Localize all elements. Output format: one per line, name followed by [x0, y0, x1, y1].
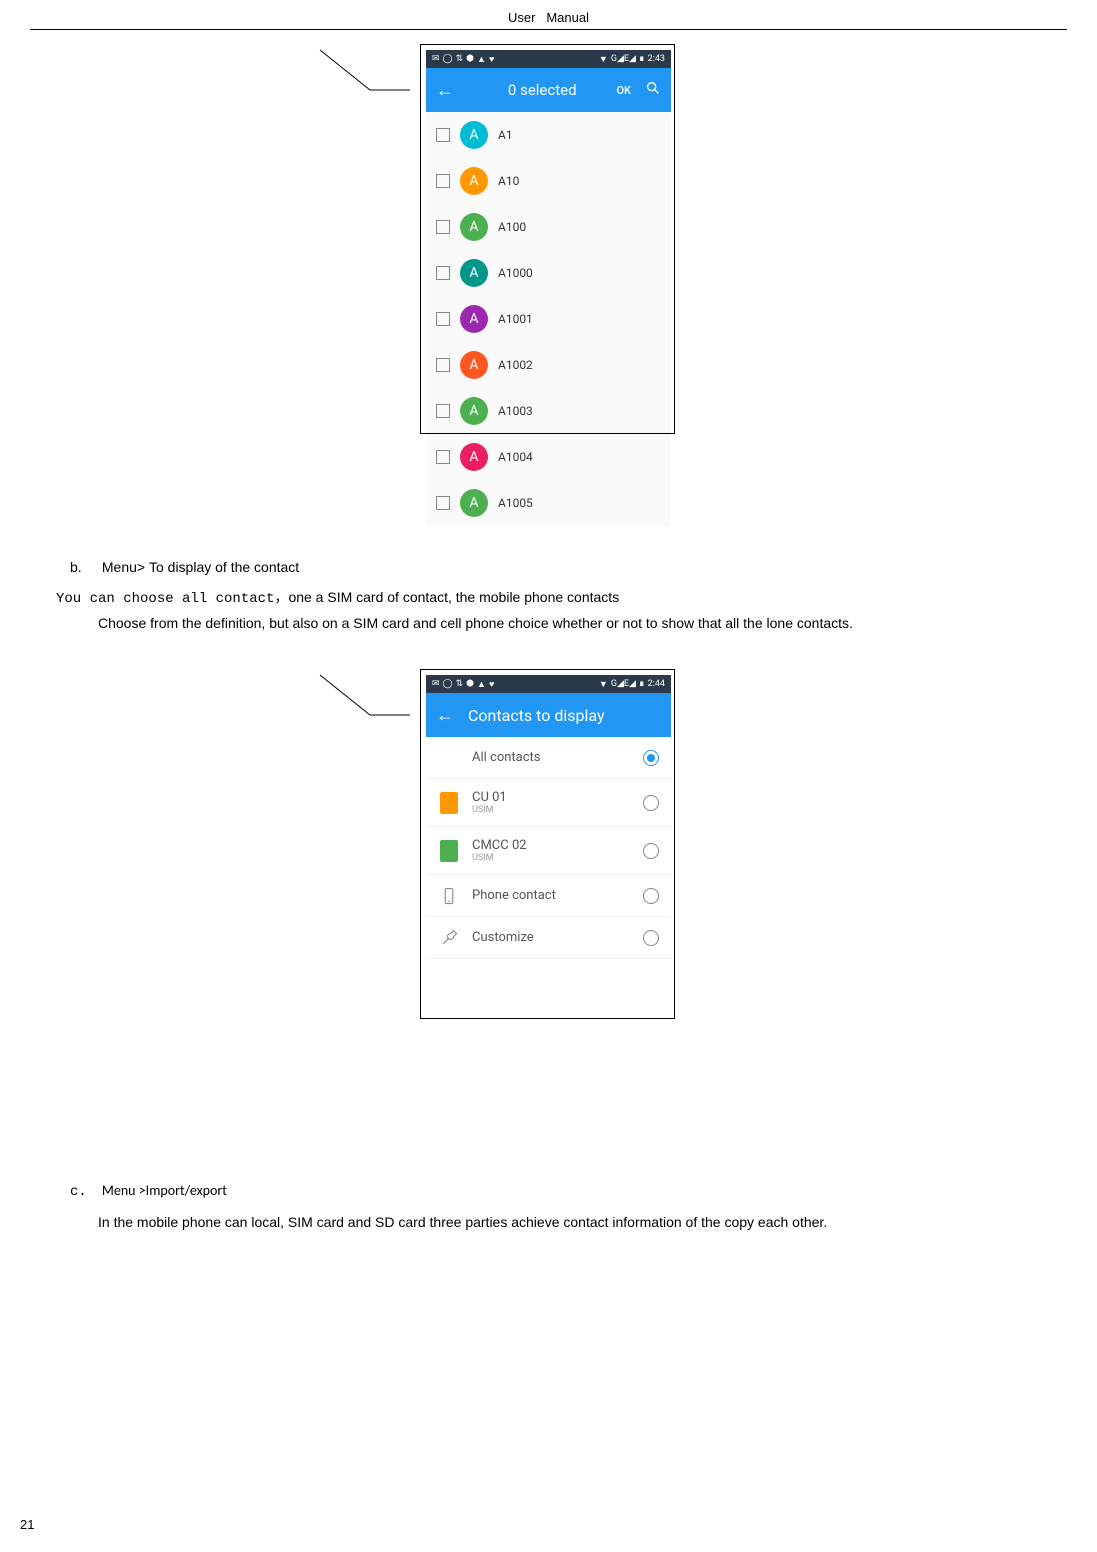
contact-row[interactable]: A A1004 — [426, 434, 671, 480]
checkbox-icon[interactable] — [436, 404, 450, 418]
checkbox-icon[interactable] — [436, 450, 450, 464]
contact-row[interactable]: A A1 — [426, 112, 671, 158]
radio-icon[interactable] — [643, 888, 659, 904]
contact-name: A1000 — [498, 266, 533, 280]
contact-row[interactable]: A A1005 — [426, 480, 671, 526]
contact-name: A1 — [498, 128, 513, 142]
contact-row[interactable]: A A1001 — [426, 296, 671, 342]
status-right-icons: ▼ G◢E◢ ∎ 2:43 — [599, 54, 665, 65]
avatar: A — [460, 305, 488, 333]
app-bar-2: ← Contacts to display — [426, 693, 671, 737]
radio-icon[interactable] — [643, 750, 659, 766]
app-bar-title-1: 0 selected — [468, 81, 616, 99]
callout-line-2 — [310, 665, 410, 745]
wrench-icon — [438, 927, 460, 949]
avatar: A — [460, 259, 488, 287]
section-c-label: c. — [70, 1181, 98, 1205]
option-sublabel: USIM — [472, 853, 643, 863]
contact-row[interactable]: A A1003 — [426, 388, 671, 434]
avatar: A — [460, 213, 488, 241]
phone-screenshot-2: ✉◯⇅⬢▲♥ ▼ G◢E◢ ∎ 2:44 ← Contacts to displ… — [426, 675, 671, 1139]
app-bar-1: ← 0 selected OK — [426, 68, 671, 112]
section-b-title: To display of the contact — [149, 559, 299, 575]
status-network-1: G◢E◢ — [611, 54, 636, 64]
status-bar-2: ✉◯⇅⬢▲♥ ▼ G◢E◢ ∎ 2:44 — [426, 675, 671, 693]
avatar: A — [460, 443, 488, 471]
radio-icon[interactable] — [643, 930, 659, 946]
section-b-line1-mono: You can choose all contact， — [56, 591, 288, 607]
avatar: A — [460, 167, 488, 195]
option-label: Phone contact — [472, 888, 643, 903]
checkbox-icon[interactable] — [436, 266, 450, 280]
status-right-icons-2: ▼ G◢E◢ ∎ 2:44 — [599, 679, 665, 690]
section-c-body: In the mobile phone can local, SIM card … — [98, 1211, 1037, 1235]
avatar: A — [460, 489, 488, 517]
phone-screenshot-1: ✉◯⇅⬢▲♥ ▼ G◢E◢ ∎ 2:43 ← 0 selected OK A A1… — [426, 50, 671, 526]
status-time-2: 2:44 — [648, 679, 665, 689]
status-bar-1: ✉◯⇅⬢▲♥ ▼ G◢E◢ ∎ 2:43 — [426, 50, 671, 68]
avatar: A — [460, 351, 488, 379]
section-b: b. Menu> To display of the contact You c… — [70, 556, 1037, 635]
callout-line-1 — [310, 40, 410, 120]
option-label: CMCC 02USIM — [472, 838, 643, 863]
option-label: Customize — [472, 930, 643, 945]
sim-icon — [438, 840, 460, 862]
option-label: CU 01USIM — [472, 790, 643, 815]
contact-name: A10 — [498, 174, 519, 188]
contact-name: A1002 — [498, 358, 533, 372]
display-option-row[interactable]: All contacts — [426, 737, 671, 779]
checkbox-icon[interactable] — [436, 496, 450, 510]
avatar: A — [460, 397, 488, 425]
section-b-line1-rest: one a SIM card of contact, the mobile ph… — [288, 589, 619, 605]
contact-name: A1003 — [498, 404, 533, 418]
status-network-2: G◢E◢ — [611, 679, 636, 689]
checkbox-icon[interactable] — [436, 312, 450, 326]
avatar: A — [460, 121, 488, 149]
figure-1-container: ✉◯⇅⬢▲♥ ▼ G◢E◢ ∎ 2:43 ← 0 selected OK A A1… — [30, 50, 1067, 526]
sim-icon — [438, 792, 460, 814]
section-b-title-prefix: Menu> — [102, 559, 149, 575]
section-c-title: Menu >Import/export — [102, 1182, 227, 1199]
contact-list: A A1 A A10 A A100 A A1000 A A1001 A A1002 A A1003 A A10… — [426, 112, 671, 526]
section-c: c. Menu >Import/export In the mobile pho… — [70, 1179, 1037, 1235]
display-option-row[interactable]: Customize — [426, 917, 671, 959]
status-left-icons-2: ✉◯⇅⬢▲♥ — [432, 679, 494, 690]
spacer — [438, 747, 460, 769]
radio-icon[interactable] — [643, 843, 659, 859]
checkbox-icon[interactable] — [436, 358, 450, 372]
contact-name: A1004 — [498, 450, 533, 464]
checkbox-icon[interactable] — [436, 174, 450, 188]
status-time-1: 2:43 — [648, 54, 665, 64]
figure-2-container: ✉◯⇅⬢▲♥ ▼ G◢E◢ ∎ 2:44 ← Contacts to displ… — [30, 675, 1067, 1139]
contact-name: A100 — [498, 220, 526, 234]
contact-name: A1001 — [498, 312, 533, 326]
contact-row[interactable]: A A1000 — [426, 250, 671, 296]
option-label: All contacts — [472, 750, 643, 765]
status-left-icons: ✉◯⇅⬢▲♥ — [432, 54, 494, 65]
section-b-label: b. — [70, 556, 98, 580]
checkbox-icon[interactable] — [436, 220, 450, 234]
blank-area — [426, 959, 671, 1139]
contact-row[interactable]: A A1002 — [426, 342, 671, 388]
back-icon-2[interactable]: ← — [436, 705, 454, 726]
ok-button[interactable]: OK — [616, 84, 631, 97]
section-b-line2: Choose from the definition, but also on … — [98, 612, 1037, 636]
search-icon[interactable] — [645, 80, 661, 100]
contact-row[interactable]: A A10 — [426, 158, 671, 204]
page-number: 21 — [20, 1517, 34, 1532]
back-icon[interactable]: ← — [436, 80, 454, 101]
radio-icon[interactable] — [643, 795, 659, 811]
checkbox-icon[interactable] — [436, 128, 450, 142]
contact-name: A1005 — [498, 496, 533, 510]
display-option-row[interactable]: CU 01USIM — [426, 779, 671, 827]
display-option-row[interactable]: CMCC 02USIM — [426, 827, 671, 875]
display-list: All contacts CU 01USIM CMCC 02USIM Phone co… — [426, 737, 671, 959]
phone-icon — [438, 885, 460, 907]
page-header: User Manual — [30, 10, 1067, 30]
option-sublabel: USIM — [472, 805, 643, 815]
contact-row[interactable]: A A100 — [426, 204, 671, 250]
display-option-row[interactable]: Phone contact — [426, 875, 671, 917]
app-bar-title-2: Contacts to display — [468, 706, 661, 725]
